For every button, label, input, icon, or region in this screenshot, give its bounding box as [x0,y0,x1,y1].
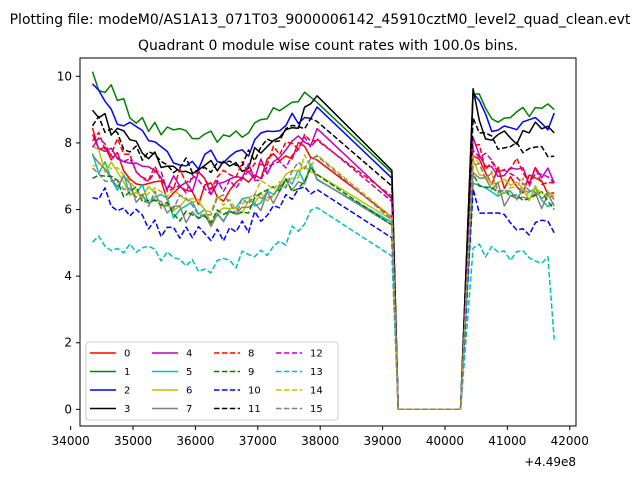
y-tick-label: 4 [64,269,72,283]
series-line-7 [91,154,555,411]
series-line-10 [92,186,555,411]
legend-label-11: 11 [248,404,261,415]
legend-label-15: 15 [310,404,323,415]
series-line-1 [91,71,555,411]
legend-label-1: 1 [124,367,130,378]
axes-frame [79,57,577,427]
series-line-15 [91,155,555,411]
series-line-12 [91,136,555,411]
x-tick-label: 42000 [551,434,589,448]
x-tick-label: 35000 [114,434,152,448]
x-tick-label: 37000 [239,434,277,448]
series-line-3 [91,88,555,411]
legend-label-2: 2 [124,386,130,397]
legend-label-5: 5 [186,367,192,378]
legend-label-10: 10 [248,386,261,397]
legend-label-4: 4 [186,349,192,360]
series-line-14 [92,154,555,411]
series-line-11 [91,115,555,411]
y-tick-label: 2 [64,336,72,350]
series-line-9 [92,166,555,411]
series-line-2 [91,83,555,411]
x-axis: 34000 35000 36000 37000 38000 39000 40000 41000… [52,426,589,448]
legend-label-6: 6 [186,386,192,397]
legend-label-0: 0 [124,349,130,360]
legend-label-14: 14 [310,386,323,397]
legend-label-9: 9 [248,367,254,378]
y-tick-label: 10 [57,69,72,83]
y-tick-label: 8 [64,136,72,150]
x-tick-label: 39000 [363,434,401,448]
x-tick-label: 34000 [52,434,90,448]
legend-label-8: 8 [248,349,254,360]
legend-label-7: 7 [186,404,192,415]
legend-label-3: 3 [124,404,130,415]
x-tick-label: 36000 [176,434,214,448]
legend-label-13: 13 [310,367,323,378]
x-tick-label: 41000 [488,434,526,448]
x-tick-label: 38000 [301,434,339,448]
x-tick-label: 40000 [426,434,464,448]
series-line-4 [91,127,555,411]
figure-suptitle: Plotting file: modeM0/AS1A13_071T03_9000… [10,12,631,28]
legend-box [85,341,339,421]
x-axis-offset-label: +4.49e8 [524,455,576,469]
series-line-6 [92,145,555,411]
y-axis: 0 2 4 6 8 10 [57,69,80,416]
legend-label-12: 12 [310,349,323,360]
chart-title: Quadrant 0 module wise count rates with … [138,38,518,54]
y-tick-label: 6 [64,203,72,217]
series-lines [91,71,555,411]
y-tick-label: 0 [64,402,72,416]
